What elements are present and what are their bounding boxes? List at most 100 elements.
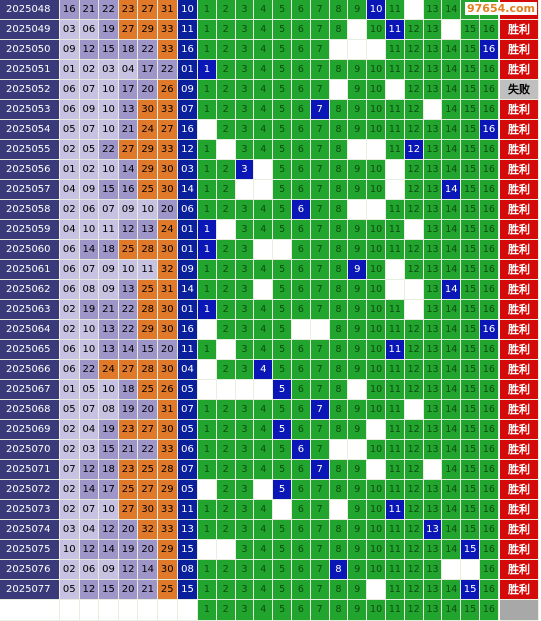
trend-cell: 8 (329, 400, 349, 420)
red-ball-number: 12 (79, 460, 100, 480)
footer-blank (138, 600, 158, 621)
trend-empty-cell (254, 480, 274, 500)
trend-cell: 3 (235, 60, 255, 80)
red-ball-number: 05 (60, 120, 80, 140)
red-ball-number: 01 (60, 380, 80, 400)
trend-cell: 7 (310, 420, 330, 440)
trend-cell: 8 (329, 160, 349, 180)
trend-cell: 8 (329, 460, 349, 480)
result-badge: 胜利 (500, 240, 539, 260)
trend-cell: 6 (292, 180, 311, 200)
trend-cell: 1 (198, 40, 217, 60)
red-ball-number: 15 (99, 180, 119, 200)
trend-cell: 14 (442, 460, 462, 480)
blue-ball-number: 09 (178, 260, 198, 280)
red-ball-number: 22 (99, 0, 119, 20)
trend-cell: 13 (423, 120, 443, 140)
trend-empty-cell (461, 560, 480, 580)
trend-cell: 13 (423, 40, 443, 60)
trend-hit-cell: 7 (310, 400, 330, 420)
trend-cell: 14 (442, 240, 462, 260)
trend-cell: 6 (292, 360, 311, 380)
trend-cell: 13 (423, 280, 443, 300)
trend-cell: 6 (292, 340, 311, 360)
trend-cell: 10 (367, 500, 386, 520)
trend-cell: 8 (329, 360, 349, 380)
red-ball-number: 09 (99, 560, 119, 580)
trend-cell: 9 (348, 220, 368, 240)
trend-cell: 9 (348, 460, 368, 480)
trend-cell: 1 (198, 400, 217, 420)
trend-empty-cell (329, 40, 349, 60)
trend-cell: 11 (386, 120, 405, 140)
trend-cell: 16 (480, 260, 499, 280)
trend-cell: 10 (367, 180, 386, 200)
trend-cell: 8 (329, 240, 349, 260)
trend-cell: 7 (310, 60, 330, 80)
red-ball-number: 14 (138, 560, 158, 580)
red-ball-number: 29 (158, 480, 178, 500)
trend-cell: 11 (386, 300, 405, 320)
trend-cell: 9 (348, 500, 368, 520)
red-ball-number: 09 (99, 260, 119, 280)
red-ball-number: 24 (158, 220, 178, 240)
footer-trend-cell: 15 (461, 600, 480, 621)
trend-cell: 14 (442, 260, 462, 280)
trend-cell: 5 (273, 300, 292, 320)
trend-cell: 2 (216, 20, 236, 40)
blue-ball-number: 16 (178, 120, 198, 140)
trend-cell: 9 (348, 0, 368, 20)
red-ball-number: 12 (118, 560, 139, 580)
trend-empty-cell (198, 320, 217, 340)
trend-cell: 11 (386, 520, 405, 540)
trend-cell: 7 (310, 520, 330, 540)
red-ball-number: 14 (118, 160, 139, 180)
red-ball-number: 30 (158, 300, 178, 320)
trend-cell: 14 (442, 140, 462, 160)
trend-cell: 10 (367, 280, 386, 300)
trend-empty-cell (198, 540, 217, 560)
trend-cell: 3 (235, 520, 255, 540)
trend-cell: 16 (480, 400, 499, 420)
trend-cell: 8 (329, 60, 349, 80)
trend-cell: 5 (273, 140, 292, 160)
trend-cell: 5 (273, 40, 292, 60)
trend-cell: 15 (461, 100, 480, 120)
footer-trend-cell: 2 (216, 600, 236, 621)
red-ball-number: 05 (60, 580, 80, 600)
trend-cell: 3 (235, 500, 255, 520)
trend-cell: 11 (386, 320, 405, 340)
trend-cell: 10 (367, 560, 386, 580)
trend-cell: 1 (198, 160, 217, 180)
red-ball-number: 27 (138, 480, 158, 500)
trend-cell: 1 (198, 580, 217, 600)
red-ball-number: 13 (99, 340, 119, 360)
period-cell: 2025060 (0, 240, 60, 260)
red-ball-number: 11 (99, 220, 119, 240)
trend-cell: 2 (216, 40, 236, 60)
trend-cell: 1 (198, 340, 217, 360)
trend-cell: 16 (480, 200, 499, 220)
period-cell: 2025056 (0, 160, 60, 180)
red-ball-number: 18 (99, 240, 119, 260)
trend-cell: 15 (461, 360, 480, 380)
trend-hit-cell: 11 (386, 340, 405, 360)
trend-cell: 14 (442, 100, 462, 120)
trend-cell: 7 (310, 580, 330, 600)
red-ball-number: 27 (118, 360, 139, 380)
trend-cell: 12 (404, 500, 424, 520)
trend-cell: 7 (310, 360, 330, 380)
trend-cell: 12 (404, 380, 424, 400)
blue-ball-number: 12 (178, 140, 198, 160)
trend-empty-cell (329, 440, 349, 460)
trend-cell: 8 (329, 300, 349, 320)
trend-cell: 6 (292, 260, 311, 280)
trend-cell: 11 (386, 540, 405, 560)
trend-cell: 4 (254, 540, 274, 560)
trend-cell: 4 (254, 560, 274, 580)
trend-cell: 8 (329, 580, 349, 600)
red-ball-number: 14 (79, 240, 100, 260)
red-ball-number: 33 (158, 100, 178, 120)
trend-cell: 7 (310, 80, 330, 100)
